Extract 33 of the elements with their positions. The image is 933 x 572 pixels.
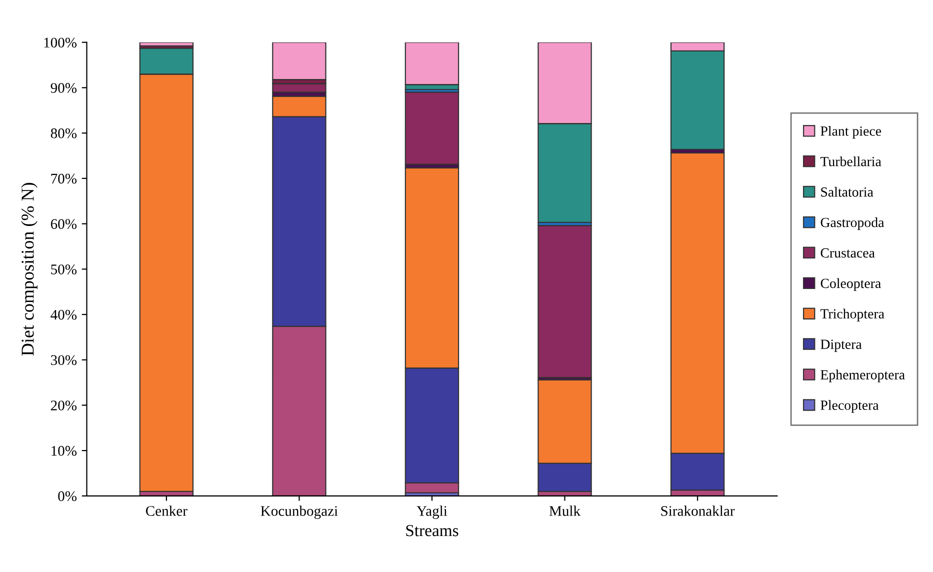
legend-label: Crustacea [820, 248, 875, 258]
y-tick-label: 20% [50, 400, 77, 410]
y-tick-label: 100% [44, 38, 77, 48]
legend-label: Gastropoda [820, 217, 884, 230]
x-tick-label: Sirakonaklar [661, 506, 735, 516]
legend-label: Diptera [820, 340, 862, 352]
bar [272, 42, 326, 80]
y-axis-title: Diet composition (% N) [21, 182, 38, 356]
bar [139, 42, 194, 47]
y-tick-label: 0% [58, 491, 77, 502]
legend-label: Trichoptera [820, 308, 884, 322]
bar [404, 92, 460, 165]
y-tick-label: 30% [51, 355, 77, 366]
x-tick-label: Yagli [416, 506, 448, 519]
x-tick-label: Kocunbogazi [260, 506, 338, 519]
x-axis-title: Streams [406, 524, 458, 536]
legend-label: Plecoptera [820, 400, 879, 413]
y-tick-label: 40% [50, 310, 77, 320]
y-tick-label: 90% [50, 83, 77, 93]
y-tick-label: 80% [50, 128, 77, 138]
x-tick-label: Mulk [549, 506, 581, 516]
legend-label: Saltatoria [821, 186, 874, 197]
y-tick-label: 10% [52, 446, 77, 456]
bar [538, 225, 592, 378]
legend-label: Coleoptera [820, 278, 881, 291]
bar [272, 83, 326, 93]
legend-label: Ephemeroptera [820, 370, 905, 382]
legend-label: Turbellaria [820, 156, 882, 166]
y-tick-label: 50% [51, 264, 77, 274]
y-tick-label: 70% [51, 174, 77, 184]
legend-label: Plant piece [820, 126, 882, 139]
y-tick-label: 60% [50, 219, 77, 230]
x-tick-label: Cenker [146, 506, 188, 516]
